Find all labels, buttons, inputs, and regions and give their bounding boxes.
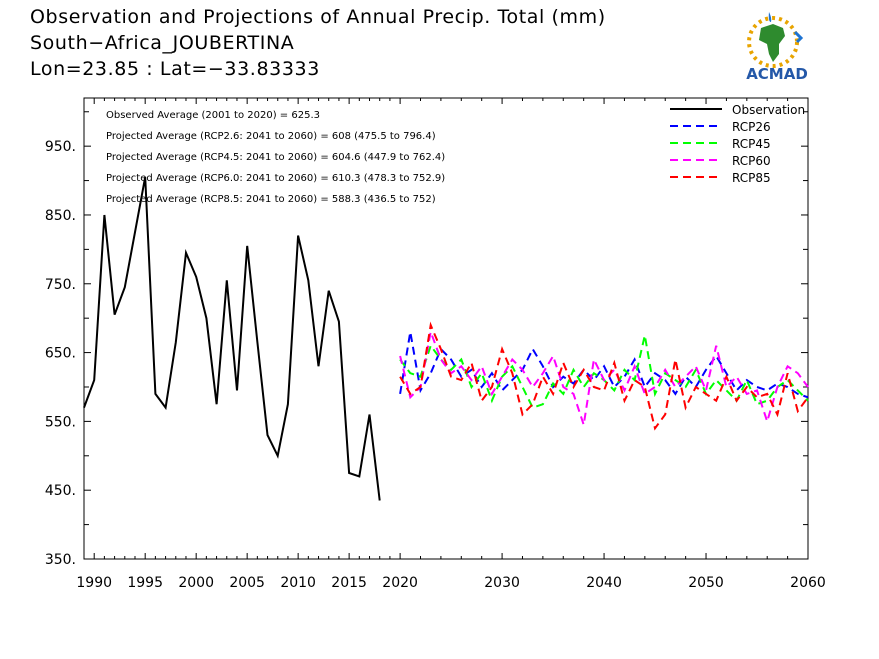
stat-annotation: Projected Average (RCP2.6: 2041 to 2060)…	[106, 131, 436, 142]
y-tick-label: 550.	[45, 414, 76, 430]
legend-label: RCP85	[732, 171, 771, 185]
stat-annotation: Projected Average (RCP8.5: 2041 to 2060)…	[106, 194, 436, 205]
x-tick-label: 1995	[127, 575, 163, 591]
x-tick-label: 1990	[76, 575, 112, 591]
series-line-rcp45	[399, 335, 809, 409]
y-tick-label: 350.	[45, 552, 76, 568]
series-line-rcp85	[399, 321, 809, 431]
chart-title-line-1: Observation and Projections of Annual Pr…	[30, 6, 606, 28]
x-tick-label: 2060	[790, 575, 826, 591]
y-tick-label: 450.	[45, 483, 76, 499]
y-tick-label: 650.	[45, 346, 76, 362]
y-tick-label: 750.	[45, 277, 76, 293]
x-tick-label: 2015	[331, 575, 367, 591]
stat-annotation: Projected Average (RCP4.5: 2041 to 2060)…	[106, 152, 445, 163]
plot-frame	[83, 97, 809, 560]
x-tick-label: 2040	[586, 575, 622, 591]
y-tick-label: 950.	[45, 139, 76, 155]
legend-label: RCP60	[732, 154, 771, 168]
stat-annotation: Projected Average (RCP6.0: 2041 to 2060)…	[106, 173, 445, 184]
chart-title-line-3: Lon=23.85 : Lat=−33.83333	[30, 58, 320, 80]
y-tick-label: 850.	[45, 208, 76, 224]
x-tick-label: 2010	[280, 575, 316, 591]
acmad-logo-text: ACMAD	[746, 65, 808, 83]
x-tick-label: 2005	[229, 575, 265, 591]
chart-title-line-2: South−Africa_JOUBERTINA	[30, 32, 295, 54]
acmad-logo: ACMAD	[746, 12, 808, 83]
x-tick-label: 2020	[382, 575, 418, 591]
x-tick-label: 2050	[688, 575, 724, 591]
series-line-observation	[83, 176, 381, 501]
series-line-rcp26	[399, 331, 809, 399]
x-tick-label: 2000	[178, 575, 214, 591]
x-tick-label: 2030	[484, 575, 520, 591]
legend-label: RCP45	[732, 137, 771, 151]
africa-map-icon	[747, 12, 804, 68]
series-line-rcp60	[399, 328, 809, 426]
legend-label: RCP26	[732, 120, 771, 134]
legend-label: Observation	[732, 103, 805, 117]
stat-annotation: Observed Average (2001 to 2020) = 625.3	[106, 110, 320, 121]
